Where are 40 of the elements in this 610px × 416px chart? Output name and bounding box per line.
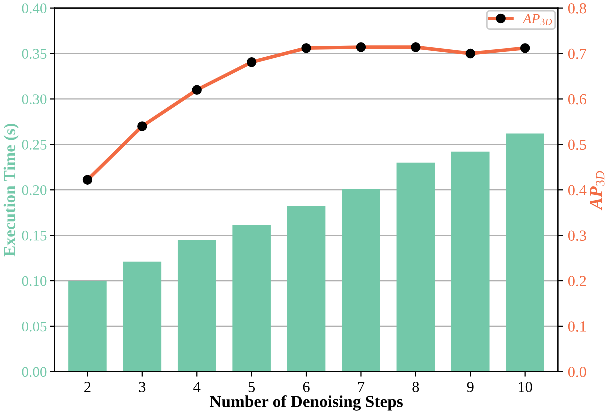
legend-label: AP$_{3D}$ xyxy=(522,14,552,26)
bar xyxy=(232,226,271,372)
y2-tick-label: 0.2 xyxy=(568,276,586,287)
y-tick-label: 0.30 xyxy=(22,94,47,104)
y-tick-label: 0.05 xyxy=(22,322,47,332)
y2-tick-label: 0.0 xyxy=(568,367,586,378)
y-tick-label: 0.20 xyxy=(22,185,47,196)
bar xyxy=(506,134,544,372)
x-tick-label: 9 xyxy=(467,382,474,392)
y2-tick-label: 0.6 xyxy=(568,94,587,105)
x-tick-label: 6 xyxy=(303,382,310,392)
y-tick-label: 0.40 xyxy=(22,4,47,14)
bar xyxy=(451,152,490,372)
y-tick-label: 0.00 xyxy=(22,367,47,378)
y2-tick-label: 0.5 xyxy=(568,140,586,150)
y2-tick-label: 0.3 xyxy=(568,230,586,242)
y2-axis-title: AP$_{3D}$ xyxy=(590,171,605,211)
bar xyxy=(123,262,162,372)
x-tick-label: 7 xyxy=(358,382,365,392)
y2-tick-label: 0.1 xyxy=(568,322,586,332)
y2-tick-label: 0.7 xyxy=(568,48,587,60)
bar xyxy=(396,162,436,372)
bar xyxy=(342,189,380,372)
bar xyxy=(178,240,216,372)
bar xyxy=(287,206,326,372)
y-tick-label: 0.25 xyxy=(22,140,47,150)
bar xyxy=(68,281,107,372)
y-tick-label: 0.35 xyxy=(22,49,47,60)
y-tick-label: 0.10 xyxy=(22,276,47,286)
x-axis-title: Number of Denoising Steps xyxy=(210,395,403,411)
x-tick-label: 3 xyxy=(139,382,146,392)
y2-tick-label: 0.4 xyxy=(568,185,587,196)
y-tick-label: 0.15 xyxy=(22,230,47,241)
y2-tick-label: 0.8 xyxy=(568,3,586,14)
x-tick-label: 5 xyxy=(248,382,256,392)
x-tick-label: 2 xyxy=(84,382,91,392)
x-tick-label: 8 xyxy=(412,382,420,392)
x-tick-label: 4 xyxy=(194,382,201,392)
x-tick-label: 10 xyxy=(519,382,532,392)
y-axis-title: Execution Time (s) xyxy=(4,124,19,257)
